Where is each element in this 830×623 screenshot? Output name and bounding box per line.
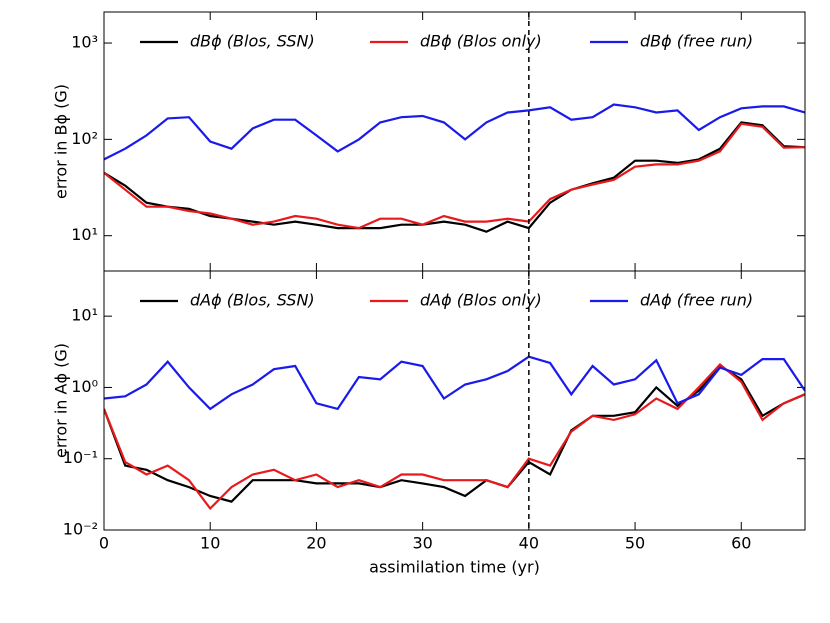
y-tick-label: 10¹	[71, 306, 98, 325]
series-line	[104, 122, 805, 230]
y-axis-label: error in Aϕ (G)	[52, 343, 71, 458]
x-tick-label: 30	[412, 534, 432, 553]
legend-label: dAϕ (free run)	[640, 291, 753, 310]
x-tick-label: 10	[200, 534, 220, 553]
y-tick-label: 10⁻²	[63, 520, 98, 539]
y-axis-label: error in Bϕ (G)	[52, 84, 71, 199]
x-tick-label: 50	[625, 534, 645, 553]
series-line	[104, 355, 805, 411]
y-tick-label: 10⁰	[71, 377, 98, 396]
x-tick-label: 0	[99, 534, 109, 553]
legend-label: dAϕ (Blos, SSN)	[190, 291, 315, 310]
x-tick-label: 20	[306, 534, 326, 553]
x-tick-label: 40	[519, 534, 539, 553]
legend-label: dBϕ (Blos only)	[420, 32, 542, 51]
x-axis-label: assimilation time (yr)	[369, 558, 540, 577]
legend-label: dAϕ (Blos only)	[420, 291, 542, 310]
series-line	[104, 362, 805, 511]
y-tick-label: 10³	[71, 33, 98, 52]
legend-label: dBϕ (Blos, SSN)	[190, 32, 315, 51]
legend-label: dBϕ (free run)	[640, 32, 753, 51]
x-tick-label: 60	[731, 534, 751, 553]
series-line	[104, 103, 805, 161]
axes-frame	[103, 270, 806, 531]
series-line	[104, 121, 805, 233]
y-tick-label: 10¹	[71, 225, 98, 244]
y-tick-label: 10²	[71, 129, 98, 148]
y-tick-label: 10⁻¹	[63, 448, 98, 467]
